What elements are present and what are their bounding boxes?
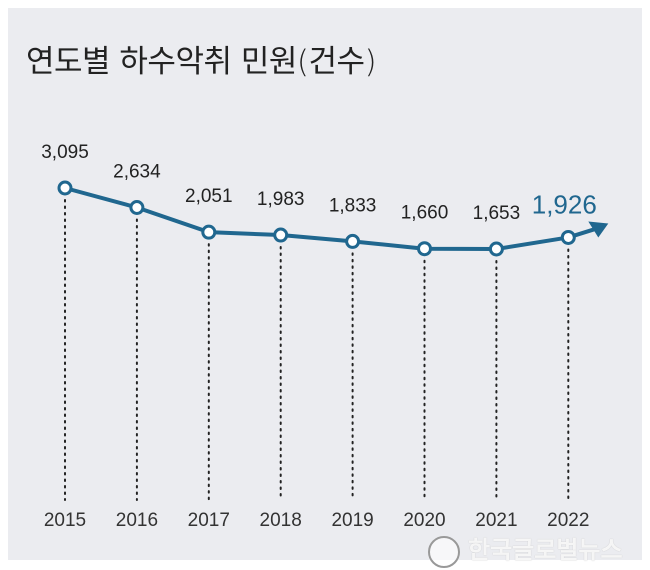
data-label: 2,634 bbox=[113, 162, 161, 183]
data-label: 2,051 bbox=[185, 186, 233, 207]
data-label: 1,833 bbox=[329, 195, 377, 216]
data-point bbox=[345, 233, 361, 249]
watermark: 한국글로벌뉴스 bbox=[468, 536, 623, 564]
data-label: 3,095 bbox=[41, 142, 89, 163]
data-label: 1,660 bbox=[401, 203, 449, 224]
data-point bbox=[129, 200, 145, 216]
x-tick-label: 2019 bbox=[331, 510, 373, 531]
x-tick-label: 2018 bbox=[260, 510, 302, 531]
data-label: 1,926 bbox=[532, 189, 597, 219]
data-point bbox=[417, 241, 432, 257]
data-point bbox=[488, 241, 504, 257]
data-label: 1,653 bbox=[473, 203, 521, 224]
x-tick-label: 2021 bbox=[475, 510, 517, 531]
x-tick-label: 2016 bbox=[116, 510, 158, 531]
x-tick-label: 2015 bbox=[44, 510, 86, 531]
x-tick-label: 2020 bbox=[403, 510, 445, 531]
chart-title: 연도별 하수악취 민원(건수) bbox=[26, 44, 377, 80]
data-point bbox=[57, 180, 73, 196]
data-label: 1,983 bbox=[257, 189, 305, 210]
chart-card bbox=[8, 8, 642, 560]
trend-arrow-icon bbox=[588, 221, 609, 238]
data-point bbox=[273, 227, 289, 243]
globe-logo-icon bbox=[428, 536, 460, 568]
x-tick-label: 2022 bbox=[547, 510, 589, 531]
x-tick-label: 2017 bbox=[188, 510, 230, 531]
data-point bbox=[560, 229, 576, 245]
data-point bbox=[201, 224, 217, 240]
